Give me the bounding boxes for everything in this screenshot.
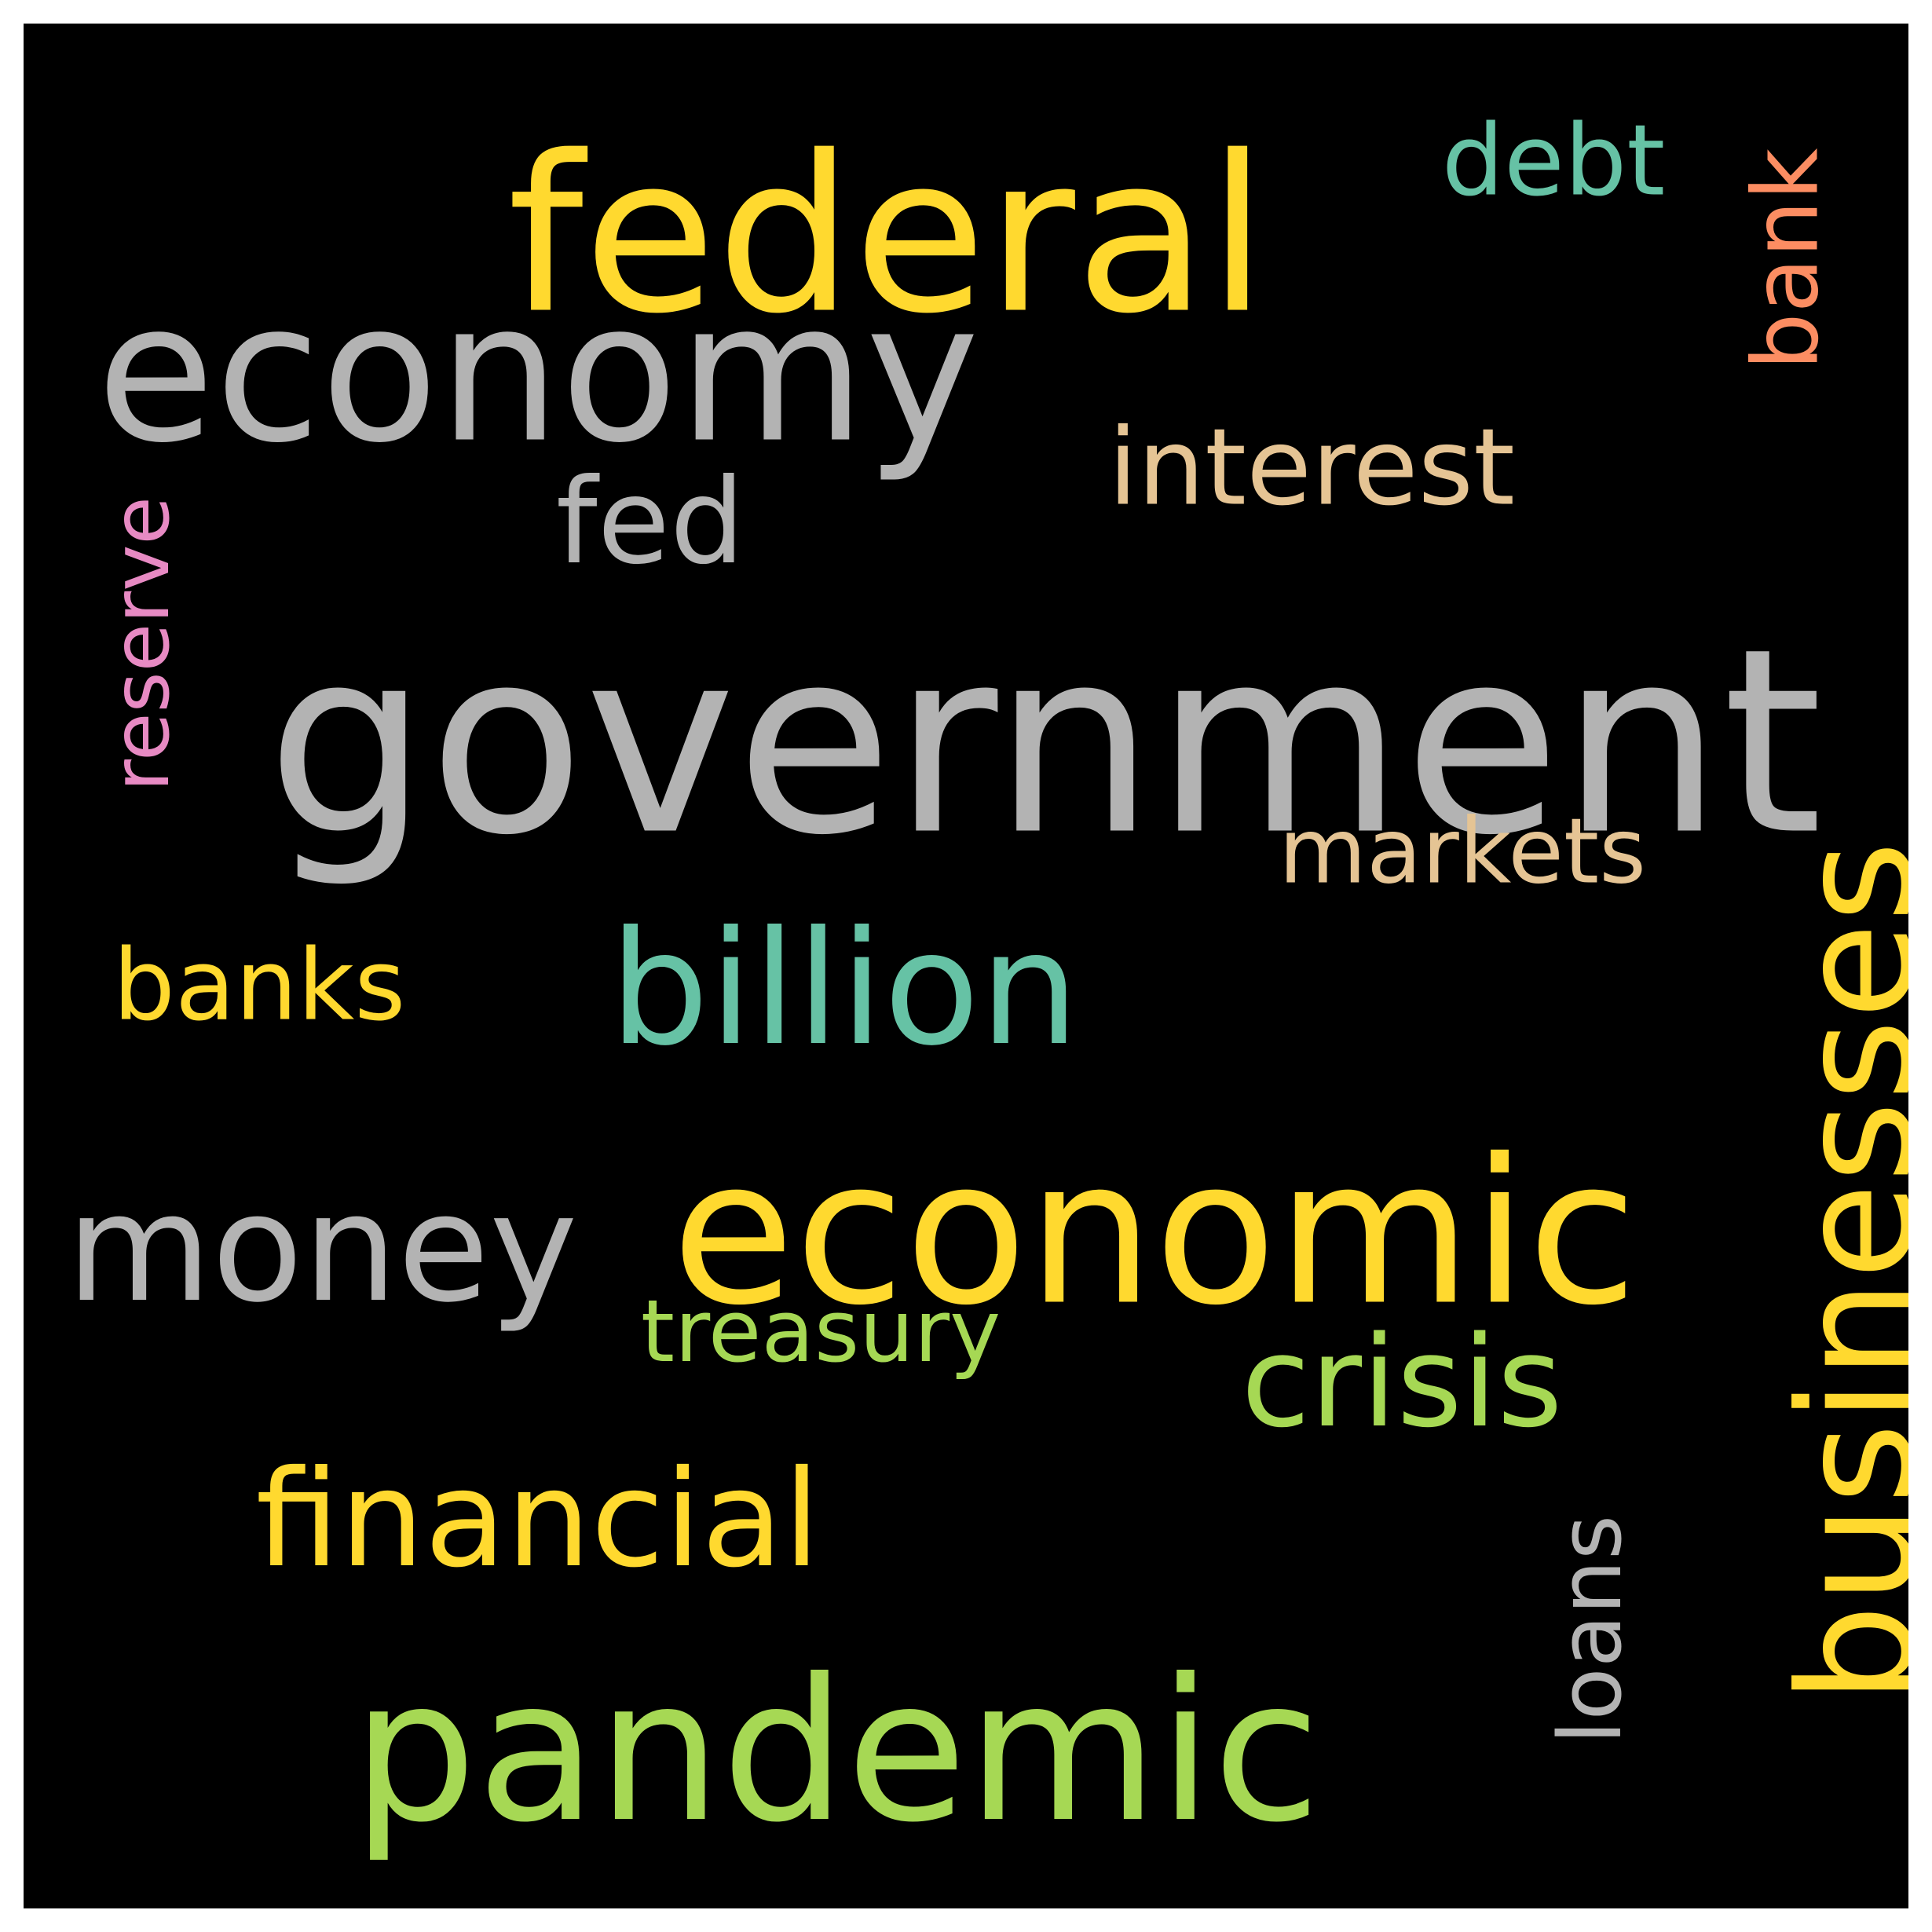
word-reserve: reserve — [95, 496, 187, 792]
word-federal: federal — [507, 109, 1268, 361]
word-fed: fed — [555, 454, 745, 591]
word-economic: economic — [671, 1116, 1638, 1350]
word-cloud: government federal economy economic pand… — [24, 24, 1908, 1908]
word-bank: bank — [1733, 148, 1839, 371]
word-crisis: crisis — [1241, 1308, 1563, 1455]
word-money: money — [66, 1162, 578, 1335]
word-businesses: businesses — [1766, 840, 1908, 1704]
word-treasury: treasury — [640, 1281, 1001, 1381]
word-markets: markets — [1278, 799, 1647, 905]
word-economy: economy — [96, 261, 980, 485]
word-loans: loans — [1540, 1514, 1641, 1745]
word-financial: financial — [255, 1442, 821, 1597]
word-debt: debt — [1441, 104, 1666, 218]
word-interest: interest — [1108, 405, 1515, 529]
word-banks: banks — [112, 928, 406, 1043]
word-billion: billion — [609, 898, 1080, 1081]
word-pandemic: pandemic — [352, 1637, 1321, 1865]
word-government: government — [266, 593, 1823, 891]
